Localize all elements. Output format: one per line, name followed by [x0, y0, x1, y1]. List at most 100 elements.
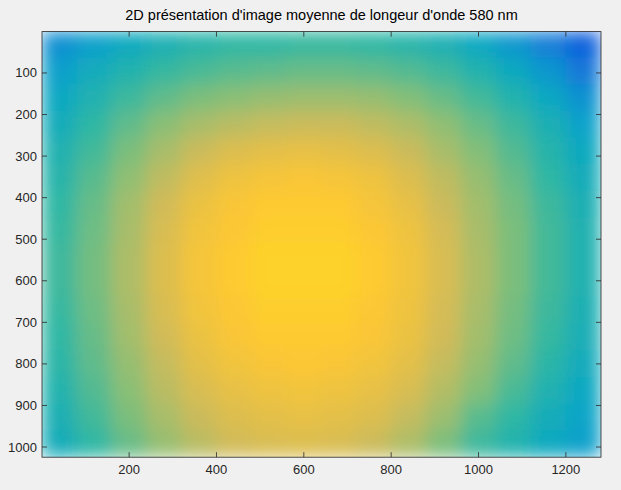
- heatmap-cell: [76, 297, 112, 324]
- heatmap-cell: [426, 84, 462, 111]
- heatmap-cell: [356, 297, 392, 324]
- heatmap-cell: [531, 32, 567, 59]
- heatmap-cell: [461, 430, 497, 457]
- heatmap-cell: [216, 164, 252, 191]
- heatmap-cell: [181, 350, 217, 377]
- y-tick-right: [596, 156, 601, 157]
- heatmap-cell: [216, 217, 252, 244]
- heatmap-cell: [321, 164, 357, 191]
- heatmap-cell: [496, 191, 532, 218]
- heatmap-cell: [216, 430, 252, 457]
- y-tick-label: 800: [15, 356, 37, 371]
- y-tick-label: 100: [15, 65, 37, 80]
- heatmap-cell: [356, 164, 392, 191]
- heatmap-cell: [566, 297, 601, 324]
- heatmap-cell: [216, 350, 252, 377]
- heatmap-cell: [461, 270, 497, 297]
- heatmap-cell: [531, 403, 567, 430]
- y-tick-right: [596, 280, 601, 281]
- heatmap-cell: [426, 430, 462, 457]
- heatmap-cell: [251, 350, 287, 377]
- heatmap-cell: [391, 270, 427, 297]
- y-tick-right: [596, 363, 601, 364]
- y-tick-right: [596, 114, 601, 115]
- heatmap-cell: [461, 324, 497, 351]
- y-tick-label: 400: [15, 190, 37, 205]
- heatmap-cell: [426, 244, 462, 271]
- heatmap-cell: [76, 430, 112, 457]
- heatmap-cell: [566, 84, 601, 111]
- heatmap-cell: [286, 244, 322, 271]
- heatmap-cell: [251, 84, 287, 111]
- heatmap-cell: [356, 403, 392, 430]
- heatmap-cell: [251, 137, 287, 164]
- heatmap-cell: [321, 297, 357, 324]
- heatmap-cell: [251, 324, 287, 351]
- heatmap-cell: [216, 377, 252, 404]
- heatmap-cell: [42, 297, 77, 324]
- heatmap-cell: [76, 84, 112, 111]
- heatmap-cell: [356, 350, 392, 377]
- heatmap-cell: [216, 403, 252, 430]
- heatmap-cell: [531, 164, 567, 191]
- heatmap-cell: [251, 297, 287, 324]
- heatmap-cell: [566, 403, 601, 430]
- heatmap-cell: [42, 430, 77, 457]
- x-tick-label: 600: [293, 462, 315, 477]
- heatmap-cells: [42, 32, 601, 458]
- y-tick-right: [596, 405, 601, 406]
- heatmap-cell: [356, 32, 392, 59]
- heatmap-cell: [76, 377, 112, 404]
- heatmap-cell: [391, 297, 427, 324]
- heatmap-cell: [391, 403, 427, 430]
- heatmap-cell: [216, 244, 252, 271]
- heatmap-cell: [321, 350, 357, 377]
- heatmap-clip: [42, 32, 601, 458]
- heatmap-cell: [461, 84, 497, 111]
- heatmap-cell: [111, 164, 147, 191]
- heatmap-cell: [76, 217, 112, 244]
- y-tick: [42, 156, 47, 157]
- heatmap-cell: [111, 217, 147, 244]
- heatmap-cell: [321, 191, 357, 218]
- heatmap-cell: [216, 270, 252, 297]
- heatmap-cell: [286, 350, 322, 377]
- heatmap-cell: [111, 297, 147, 324]
- heatmap-cell: [321, 217, 357, 244]
- heatmap-cell: [76, 137, 112, 164]
- heatmap-cell: [496, 137, 532, 164]
- heatmap-cell: [461, 297, 497, 324]
- heatmap-cell: [391, 111, 427, 138]
- heatmap-cell: [251, 430, 287, 457]
- heatmap-cell: [566, 111, 601, 138]
- heatmap-cell: [426, 297, 462, 324]
- heatmap-cell: [426, 403, 462, 430]
- heatmap-cell: [181, 58, 217, 85]
- heatmap-cell: [461, 217, 497, 244]
- heatmap-cell: [531, 430, 567, 457]
- y-tick-right: [596, 239, 601, 240]
- heatmap-cell: [531, 270, 567, 297]
- heatmap-cell: [531, 111, 567, 138]
- y-tick-label: 500: [15, 232, 37, 247]
- heatmap-cell: [216, 191, 252, 218]
- heatmap-cell: [566, 324, 601, 351]
- heatmap-cell: [426, 111, 462, 138]
- heatmap-cell: [216, 58, 252, 85]
- plot-area: [42, 32, 601, 458]
- x-tick: [478, 452, 479, 457]
- heatmap-cell: [216, 84, 252, 111]
- heatmap-cell: [426, 377, 462, 404]
- heatmap-cell: [146, 244, 182, 271]
- x-tick: [129, 452, 130, 457]
- heatmap-cell: [146, 32, 182, 59]
- y-tick-label: 700: [15, 315, 37, 330]
- heatmap-cell: [181, 84, 217, 111]
- heatmap-cell: [111, 84, 147, 111]
- y-tick-right: [596, 72, 601, 73]
- y-tick-label: 900: [15, 398, 37, 413]
- y-tick-label: 200: [15, 107, 37, 122]
- heatmap-cell: [42, 84, 77, 111]
- heatmap-cell: [356, 270, 392, 297]
- heatmap-cell: [181, 430, 217, 457]
